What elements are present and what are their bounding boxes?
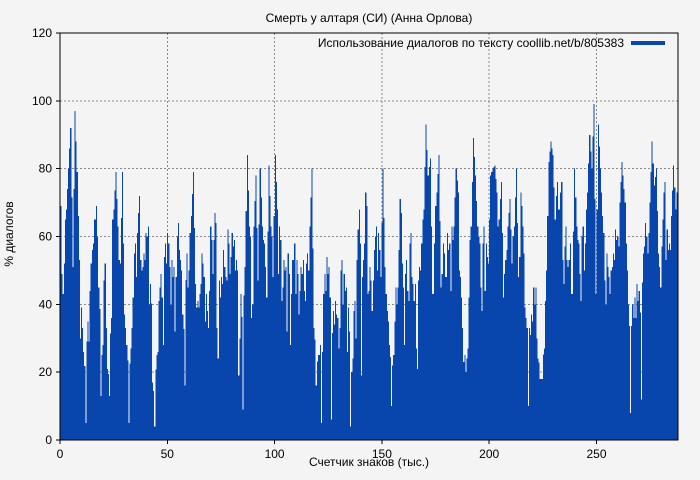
svg-text:120: 120 <box>32 26 52 40</box>
svg-text:0: 0 <box>57 447 64 461</box>
svg-text:% диалогов: % диалогов <box>2 201 16 266</box>
svg-text:100: 100 <box>265 447 285 461</box>
svg-text:0: 0 <box>45 433 52 447</box>
svg-text:80: 80 <box>39 162 53 176</box>
svg-text:100: 100 <box>32 94 52 108</box>
svg-text:Смерть у алтаря (СИ) (Анна Орл: Смерть у алтаря (СИ) (Анна Орлова) <box>266 11 473 25</box>
svg-text:250: 250 <box>586 447 606 461</box>
svg-text:40: 40 <box>39 297 53 311</box>
svg-text:Счетчик знаков (тыс.): Счетчик знаков (тыс.) <box>309 455 429 469</box>
svg-text:60: 60 <box>39 230 53 244</box>
svg-text:150: 150 <box>372 447 392 461</box>
svg-text:20: 20 <box>39 365 53 379</box>
svg-text:Использование диалогов по текс: Использование диалогов по тексту coollib… <box>318 36 624 50</box>
svg-text:200: 200 <box>479 447 499 461</box>
svg-text:50: 50 <box>161 447 175 461</box>
